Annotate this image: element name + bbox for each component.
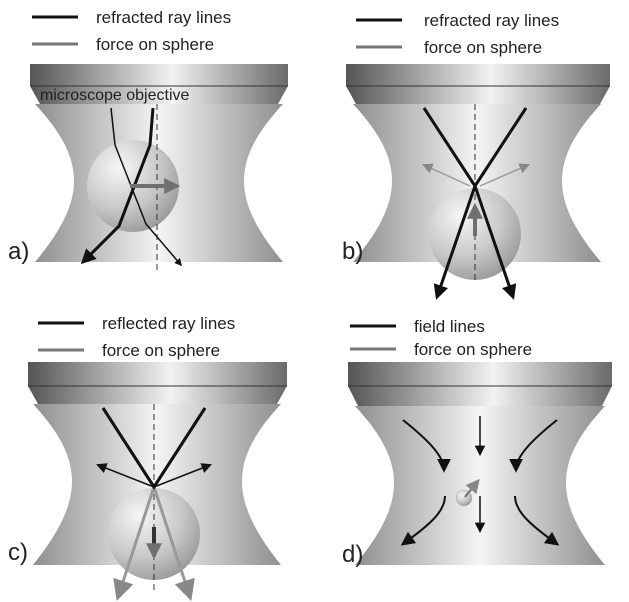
panel-label: c) <box>8 539 28 566</box>
legend-d: field lines force on sphere <box>350 317 532 359</box>
legend-ray-label: refracted ray lines <box>96 8 231 27</box>
refracted-ray-right <box>473 107 528 300</box>
field-line-lower-left <box>400 495 446 546</box>
legend-ray-label: refracted ray lines <box>424 11 559 30</box>
scattered-ray-right <box>479 163 530 187</box>
panel-c: reflected ray lines force on sphere c) <box>8 314 287 601</box>
legend-a: refracted ray lines force on sphere <box>32 8 231 54</box>
microscope-objective <box>28 362 287 404</box>
panel-b: refracted ray lines force on sphere b) <box>342 11 610 300</box>
microscope-objective <box>346 64 610 104</box>
legend-c: reflected ray lines force on sphere <box>38 314 235 360</box>
legend-ray-label: reflected ray lines <box>102 314 235 333</box>
legend-force-label: force on sphere <box>102 341 220 360</box>
microscope-objective <box>348 362 612 406</box>
objective-label: microscope objective <box>40 87 190 104</box>
field-line-upper-left <box>402 419 451 473</box>
panel-d: field lines force on sphere d) <box>342 317 612 568</box>
laser-beam <box>355 406 605 565</box>
legend-field-label: field lines <box>414 317 485 336</box>
legend-force-label: force on sphere <box>414 340 532 359</box>
panel-label: b) <box>342 238 363 265</box>
reflected-ray-left <box>96 463 155 488</box>
field-line-lower-right <box>514 495 560 546</box>
microscope-objective <box>30 64 288 104</box>
legend-b: refracted ray lines force on sphere <box>356 11 559 57</box>
legend-force-label: force on sphere <box>96 35 214 54</box>
panel-label: a) <box>8 238 29 265</box>
legend-force-label: force on sphere <box>424 38 542 57</box>
panel-label: d) <box>342 541 363 568</box>
scattered-ray-left <box>422 163 471 187</box>
field-line-upper-right <box>509 419 558 473</box>
force-arrow <box>464 478 480 498</box>
reflected-ray-right <box>153 463 212 488</box>
panel-a: refracted ray lines force on sphere micr… <box>8 8 288 270</box>
